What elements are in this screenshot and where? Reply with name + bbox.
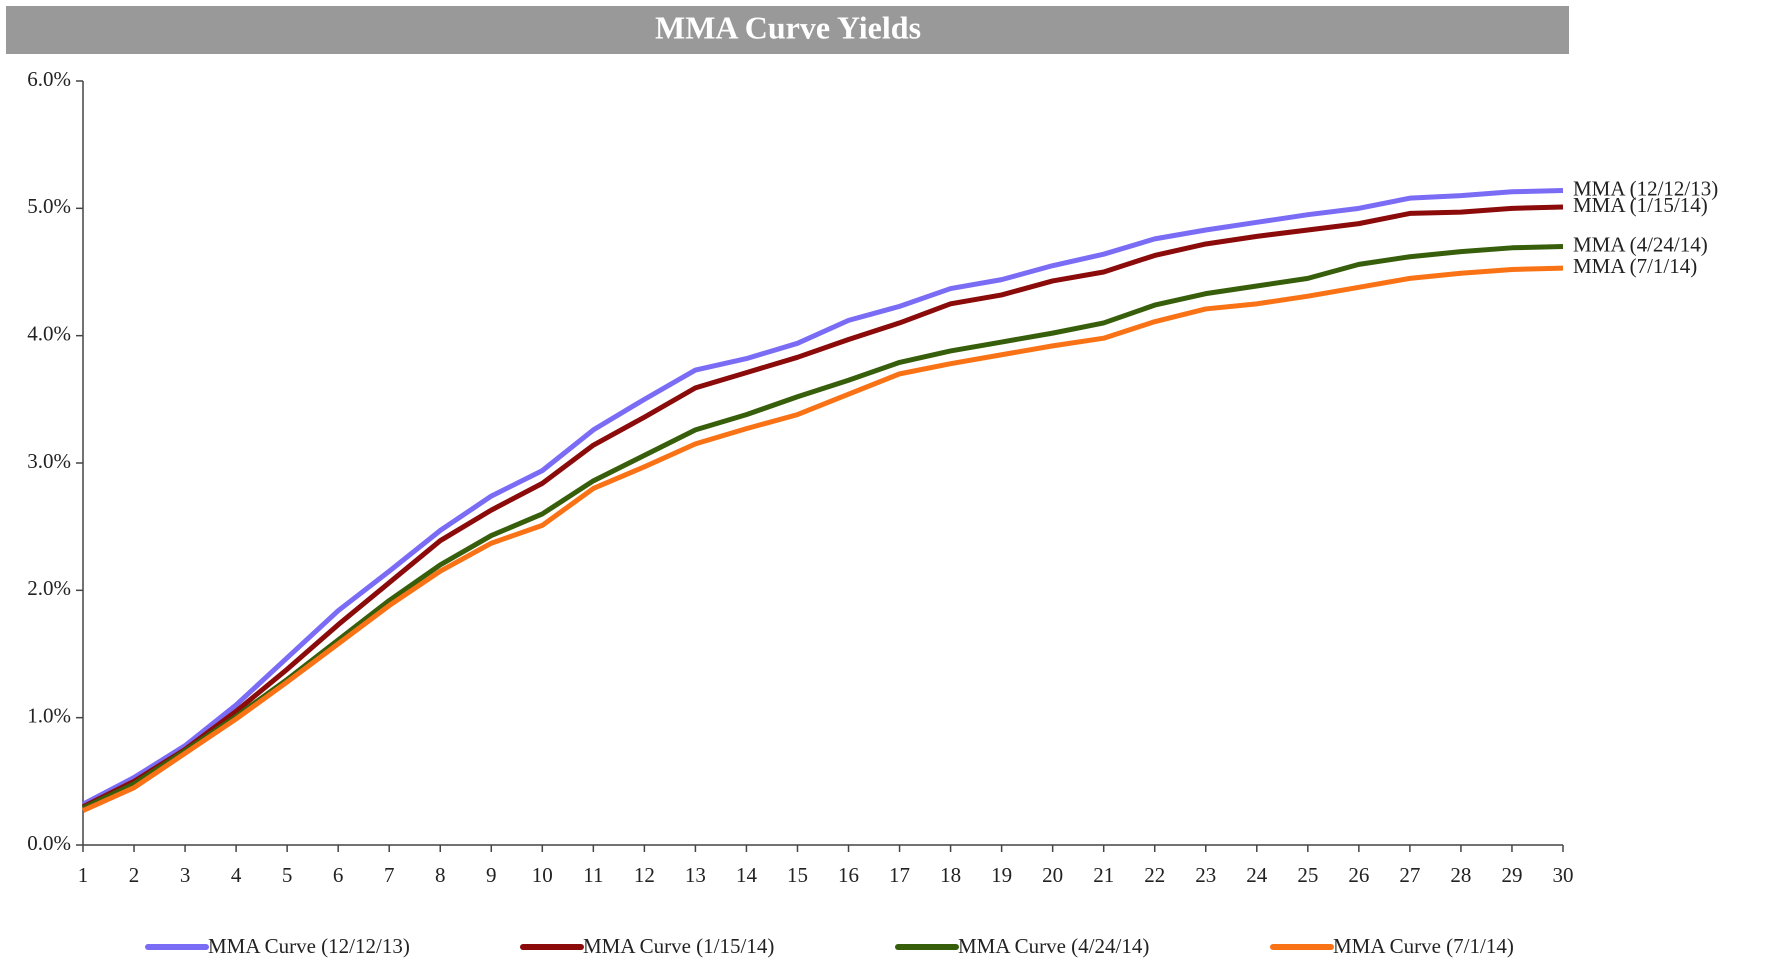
title-bar bbox=[6, 6, 1569, 54]
x-tick-label: 9 bbox=[486, 863, 497, 887]
x-tick-label: 30 bbox=[1553, 863, 1574, 887]
legend-label: MMA Curve (12/12/13) bbox=[208, 934, 410, 958]
y-tick-label: 4.0% bbox=[27, 321, 71, 345]
y-tick-label: 3.0% bbox=[27, 449, 71, 473]
x-tick-label: 25 bbox=[1297, 863, 1318, 887]
series-line bbox=[81, 204, 1564, 810]
x-tick-label: 24 bbox=[1246, 863, 1268, 887]
x-tick-label: 28 bbox=[1450, 863, 1471, 887]
x-tick-label: 2 bbox=[129, 863, 140, 887]
x-tick-label: 8 bbox=[435, 863, 446, 887]
x-tick-label: 1 bbox=[78, 863, 89, 887]
x-tick-label: 13 bbox=[685, 863, 706, 887]
x-tick-label: 3 bbox=[180, 863, 191, 887]
legend-label: MMA Curve (4/24/14) bbox=[958, 934, 1149, 958]
legend-label: MMA Curve (1/15/14) bbox=[583, 934, 774, 958]
x-tick-label: 22 bbox=[1144, 863, 1165, 887]
x-tick-label: 7 bbox=[384, 863, 395, 887]
x-tick-label: 10 bbox=[532, 863, 553, 887]
x-tick-label: 29 bbox=[1501, 863, 1522, 887]
x-tick-label: 27 bbox=[1399, 863, 1420, 887]
series-line bbox=[81, 244, 1564, 811]
x-tick-label: 26 bbox=[1348, 863, 1369, 887]
y-tick-label: 1.0% bbox=[27, 703, 71, 727]
end-label: MMA (4/24/14) bbox=[1573, 232, 1708, 256]
y-tick-label: 5.0% bbox=[27, 194, 71, 218]
legend-label: MMA Curve (7/1/14) bbox=[1333, 934, 1514, 958]
x-tick-label: 19 bbox=[991, 863, 1012, 887]
end-label: MMA (1/15/14) bbox=[1573, 193, 1708, 217]
x-tick-label: 21 bbox=[1093, 863, 1114, 887]
chart-title: MMA Curve Yields bbox=[655, 9, 921, 45]
x-tick-label: 23 bbox=[1195, 863, 1216, 887]
x-tick-label: 15 bbox=[787, 863, 808, 887]
x-tick-label: 5 bbox=[282, 863, 293, 887]
y-tick-label: 0.0% bbox=[27, 831, 71, 855]
x-tick-label: 18 bbox=[940, 863, 961, 887]
x-tick-label: 4 bbox=[231, 863, 242, 887]
x-tick-label: 6 bbox=[333, 863, 344, 887]
end-label: MMA (12/12/13) bbox=[1573, 176, 1718, 200]
end-label: MMA (7/1/14) bbox=[1573, 254, 1697, 278]
x-tick-label: 16 bbox=[838, 863, 859, 887]
y-tick-label: 2.0% bbox=[27, 576, 71, 600]
series-line bbox=[81, 188, 1564, 807]
x-tick-label: 17 bbox=[889, 863, 910, 887]
x-tick-label: 12 bbox=[634, 863, 655, 887]
series-line bbox=[81, 265, 1564, 813]
x-tick-label: 20 bbox=[1042, 863, 1063, 887]
y-tick-label: 6.0% bbox=[27, 67, 71, 91]
x-tick-label: 14 bbox=[736, 863, 758, 887]
x-tick-label: 11 bbox=[583, 863, 603, 887]
